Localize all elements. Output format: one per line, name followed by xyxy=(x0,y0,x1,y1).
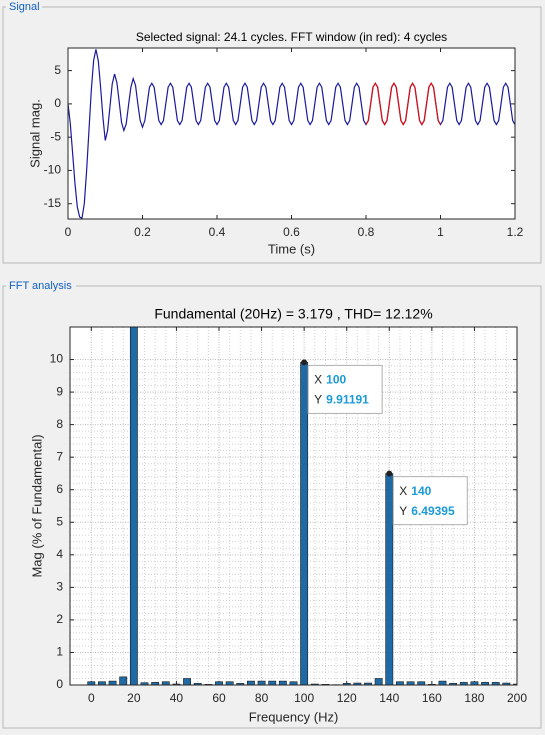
x-tick-label: 1.2 xyxy=(507,225,524,239)
y-tick-label: 4 xyxy=(56,547,63,561)
y-tick-label: 3 xyxy=(56,580,63,594)
datatip-point xyxy=(301,359,307,365)
datatip-label: X xyxy=(399,484,407,498)
x-tick-label: 120 xyxy=(337,691,357,705)
x-tick-label: 1 xyxy=(437,225,444,239)
x-tick-label: 0.6 xyxy=(283,225,300,239)
x-tick-label: 0 xyxy=(65,225,72,239)
x-tick-label: 80 xyxy=(255,691,269,705)
y-axis-label: Signal mag. xyxy=(27,99,42,168)
x-tick-label: 0.8 xyxy=(358,225,375,239)
panel-title: Signal xyxy=(9,1,40,13)
bar xyxy=(279,681,286,685)
bar xyxy=(247,681,254,685)
bar xyxy=(109,681,116,685)
x-tick-label: 20 xyxy=(127,691,141,705)
y-tick-label: 6 xyxy=(56,482,63,496)
x-tick-label: 0.4 xyxy=(209,225,226,239)
x-axis-label: Frequency (Hz) xyxy=(249,709,339,724)
bar xyxy=(269,681,276,685)
y-tick-label: 7 xyxy=(56,449,63,463)
chart-title: Fundamental (20Hz) = 3.179 , THD= 12.12% xyxy=(154,306,432,322)
x-tick-label: 180 xyxy=(464,691,484,705)
y-tick-label: -10 xyxy=(44,163,62,177)
y-tick-label: 5 xyxy=(54,63,61,77)
datatip-label: Y xyxy=(314,393,322,407)
y-tick-label: 10 xyxy=(50,352,64,366)
datatip-value: 9.91191 xyxy=(326,393,369,407)
x-tick-label: 60 xyxy=(212,691,226,705)
datatip-label: X xyxy=(314,373,322,387)
datatip-point xyxy=(386,471,392,477)
x-tick-label: 100 xyxy=(294,691,314,705)
x-tick-label: 0.2 xyxy=(134,225,151,239)
x-tick-label: 200 xyxy=(507,691,527,705)
y-tick-label: 1 xyxy=(56,645,63,659)
chart-title: Selected signal: 24.1 cycles. FFT window… xyxy=(136,30,447,44)
y-tick-label: 0 xyxy=(56,677,63,691)
x-axis-label: Time (s) xyxy=(268,241,315,256)
y-tick-label: 9 xyxy=(56,384,63,398)
datatip-value: 6.49395 xyxy=(411,504,455,518)
panel-title: FFT analysis xyxy=(9,280,72,292)
y-tick-label: 2 xyxy=(56,612,63,626)
bar xyxy=(301,362,308,685)
x-tick-label: 160 xyxy=(422,691,442,705)
x-tick-label: 0 xyxy=(88,691,95,705)
plot-area xyxy=(68,48,515,219)
bar xyxy=(375,678,382,685)
datatip-value: 100 xyxy=(326,373,346,387)
y-tick-label: 5 xyxy=(56,514,63,528)
datatip-label: Y xyxy=(399,504,407,518)
y-axis-label: Mag (% of Fundamental) xyxy=(29,434,44,577)
bar xyxy=(439,681,446,685)
bar xyxy=(258,681,265,685)
bar xyxy=(120,677,127,685)
x-tick-label: 40 xyxy=(170,691,184,705)
bar xyxy=(386,474,393,685)
y-tick-label: 0 xyxy=(54,96,61,110)
x-tick-label: 140 xyxy=(379,691,399,705)
y-tick-label: -5 xyxy=(50,129,61,143)
datatip-value: 140 xyxy=(411,484,431,498)
y-tick-label: 8 xyxy=(56,417,63,431)
y-tick-label: -15 xyxy=(44,196,62,210)
bar xyxy=(183,678,190,685)
